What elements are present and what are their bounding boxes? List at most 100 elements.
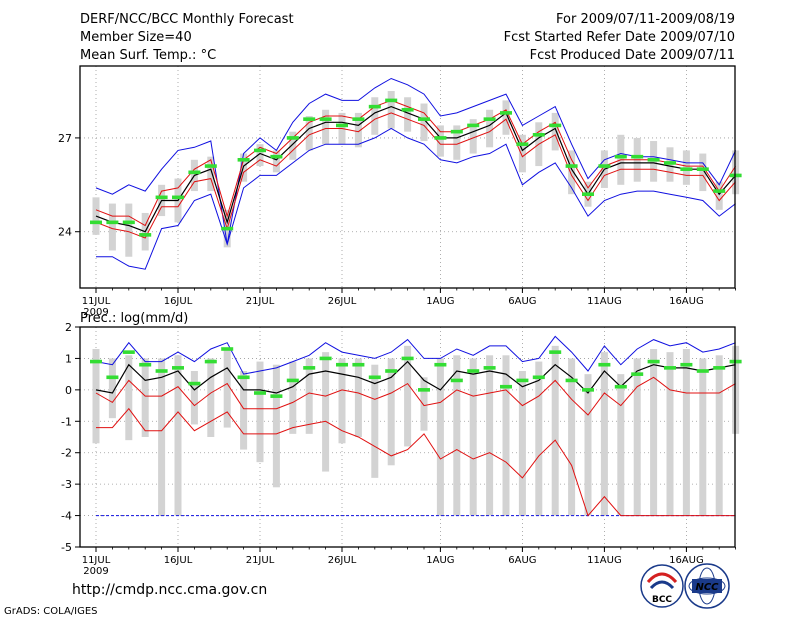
prec-median-marker [286,378,299,383]
prec-median-marker [582,388,594,392]
temp-spread-box [453,125,461,160]
temp-median-marker [713,189,726,193]
temp-median-marker [139,233,152,237]
prec-spread-box [272,364,280,488]
temp-ensemble-min-line [96,127,736,270]
temp-ensemble-max-line [95,77,737,245]
temp-spread-box [108,203,116,251]
prec-median-marker [172,366,184,370]
temp-median-marker [106,220,119,225]
prec-y-tick-label: 1 [65,352,72,365]
prec-median-marker [549,350,562,354]
prec-lower-percentile-line [96,407,736,517]
prec-median-marker [565,378,578,383]
prec-y-tick-label: -3 [61,478,72,491]
temp-median-marker [270,154,283,159]
temp-x-tick-label: 16JUL [164,296,193,307]
prec-median-marker [319,356,332,361]
forecast-produced-label: Fcst Produced Date 2009/07/11 [530,48,735,63]
chart-title: DERF/NCC/BCC Monthly Forecast [80,12,294,27]
temp-median-marker [385,98,398,103]
bcc-logo: BCC [640,564,684,608]
prec-spread-box [666,352,674,516]
prec-x-tick-label: 16JUL [164,555,193,566]
prec-spread-box [92,349,100,444]
prec-median-marker [713,366,726,370]
prec-y-tick-label: -2 [61,447,72,460]
temp-median-marker [483,117,496,121]
temp-x-tick-label: 6AUG [508,296,536,307]
temp-spread-box [125,203,133,257]
temp-median-marker [549,123,562,128]
prec-median-marker [680,362,693,367]
prec-median-marker [368,375,381,380]
temp-spread-box [272,150,280,173]
temp-spread-box [371,97,379,135]
prec-spread-box [223,349,231,428]
prec-spread-box [420,377,428,431]
temp-spread-box [289,131,297,160]
prec-spread-box [436,358,444,516]
prec-spread-box [568,358,576,516]
prec-median-marker [221,347,234,351]
prec-spread-box [404,345,412,447]
prec-median-marker [696,369,709,373]
temp-median-marker [500,111,512,115]
forecast-period-label: For 2009/07/11-2009/08/19 [556,12,735,27]
temp-spread-box [387,91,395,129]
temp-median-marker [286,136,299,140]
prec-median-marker [647,359,660,364]
prec-median-marker [450,378,463,383]
prec-spread-box [682,349,690,516]
prec-median-marker [122,350,135,354]
prec-upper-percentile-line [95,376,736,416]
temp-median-marker [516,142,529,146]
ncc-logo: NCC [684,563,730,609]
prec-spread-box [289,361,297,434]
prec-x-tick-label: 11JUL [82,555,111,566]
precip-variable-label: Prec.: log(mm/d) [80,311,188,326]
temperature-plot-frame [79,65,736,289]
prec-y-tick-label: 0 [65,384,72,397]
prec-median-marker [303,366,316,370]
temp-spread-box [551,112,559,151]
temp-x-tick-label: 11JUL [82,296,111,307]
prec-x-year-label: 2009 [83,566,108,577]
forecast-started-label: Fcst Started Refer Date 2009/07/10 [504,30,735,45]
temp-spread-box [404,97,412,132]
prec-median-marker [106,375,119,380]
temp-spread-box [305,116,313,151]
prec-median-marker [598,362,611,367]
temperature-panel: 11JUL 16JUL 21JUL 26JUL 1AUG 6AUG 11AUG 16AUG 20… [58,66,742,318]
prec-x-tick-label: 21JUL [246,555,275,566]
temp-y-tick-label: 27 [58,132,72,145]
temp-median-marker [368,104,381,109]
prec-spread-box [535,361,543,516]
prec-spread-box [354,358,362,437]
prec-spread-box [305,358,313,434]
prec-x-tick-label: 16AUG [669,555,704,566]
prec-spread-box [108,358,116,419]
prec-spread-box [371,364,379,478]
temp-spread-box [469,119,477,154]
temp-x-tick-label: 1AUG [426,296,454,307]
temp-spread-box [502,100,510,135]
temp-spread-box [699,153,707,192]
prec-spread-box [650,349,658,516]
prec-spread-box [617,374,625,516]
temp-median-marker [532,132,545,137]
temp-median-marker [254,148,266,153]
prec-median-marker [500,384,512,389]
temp-spread-box [256,144,264,167]
temp-spread-box [568,150,576,195]
temp-x-tick-label: 26JUL [328,296,357,307]
source-url: http://cmdp.ncc.cma.gov.cn [72,582,267,598]
temp-median-marker [696,167,709,171]
prec-median-marker [483,366,496,370]
prec-ensemble-mean-line [95,360,736,394]
temp-spread-box [715,181,723,210]
temp-median-marker [155,195,168,200]
prec-spread-box [387,358,395,466]
prec-median-marker [664,366,676,370]
